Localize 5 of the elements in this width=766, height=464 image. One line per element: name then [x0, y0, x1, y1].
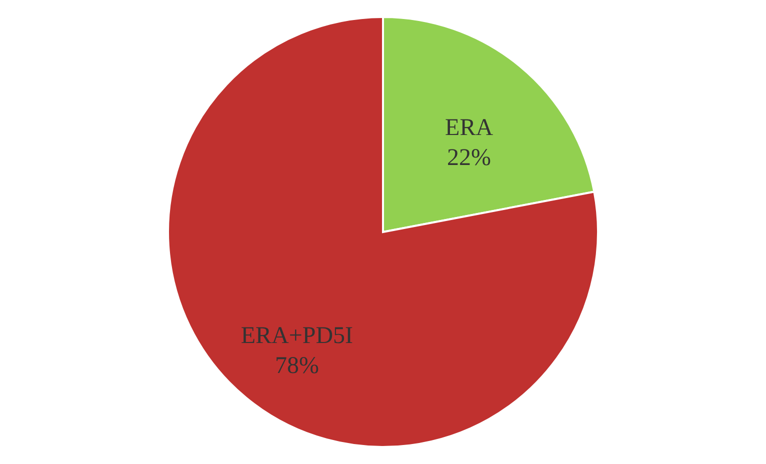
pie-slice: [167, 16, 599, 448]
slice-label: ERA: [445, 114, 494, 141]
data-label: 22%: [447, 144, 492, 171]
slice-label: ERA+PD5I: [240, 323, 354, 350]
data-label: 78%: [274, 353, 319, 380]
